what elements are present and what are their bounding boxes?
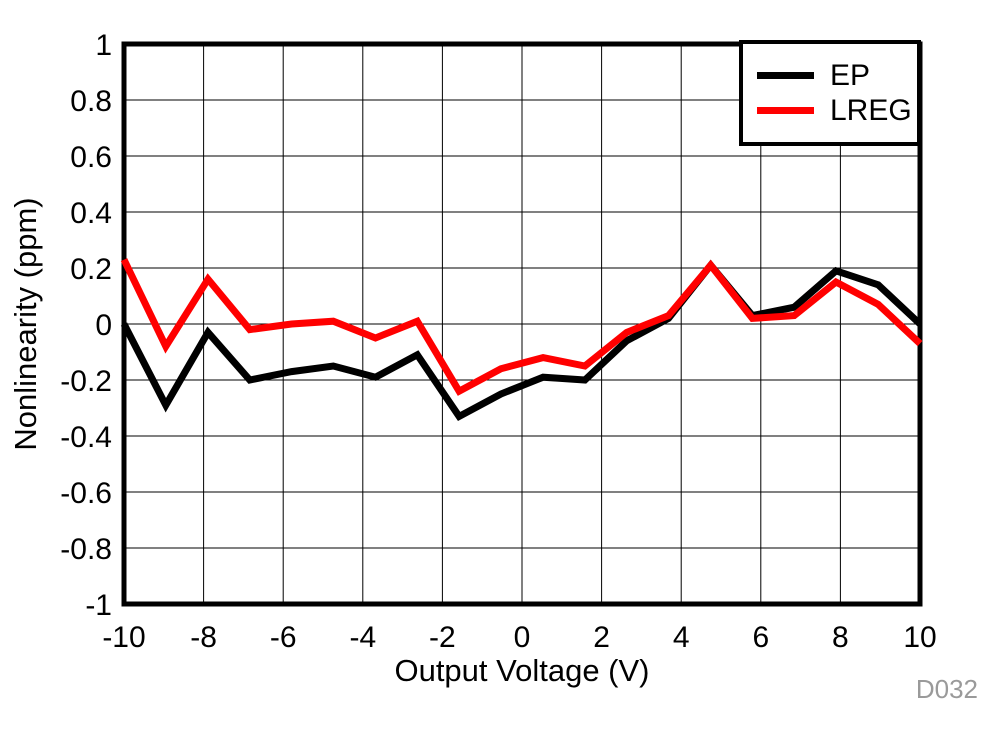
y-tick-label: -0.4 — [60, 421, 112, 454]
series-line-ep — [120, 259, 923, 421]
x-tick-label: 8 — [832, 621, 849, 654]
y-tick-label: 0.6 — [70, 141, 112, 174]
series-line-lreg — [120, 258, 923, 396]
y-tick-label: -1 — [85, 589, 112, 622]
y-tick-label: 0.2 — [70, 253, 112, 286]
x-tick-label: -6 — [270, 621, 297, 654]
x-tick-label: 2 — [593, 621, 610, 654]
legend-item-lreg: LREG — [757, 93, 917, 127]
legend-label-ep: EP — [830, 58, 871, 92]
tick-labels-group: -10 -8 -6 -4 -2 0 2 4 6 8 10 1 0.8 0.6 0.4 0.2 0 -0.2 -0.4… — [60, 29, 936, 654]
x-tick-label: 10 — [903, 621, 936, 654]
y-tick-label: 0.8 — [70, 85, 112, 118]
legend-item-ep: EP — [757, 58, 917, 92]
y-tick-label: 0.4 — [70, 197, 112, 230]
lreg-line-swatch-icon — [757, 107, 814, 114]
x-tick-label: -8 — [190, 621, 217, 654]
gridlines-group — [124, 44, 920, 604]
x-tick-label: -2 — [429, 621, 456, 654]
y-tick-label: -0.2 — [60, 365, 112, 398]
y-tick-label: 0 — [95, 309, 112, 342]
plot-id-watermark: D032 — [915, 674, 978, 704]
x-tick-label: 0 — [514, 621, 531, 654]
x-tick-label: -4 — [349, 621, 376, 654]
y-tick-label: 1 — [95, 29, 112, 62]
y-tick-label: -0.8 — [60, 533, 112, 566]
x-tick-label: 6 — [752, 621, 769, 654]
y-axis-title: Nonlinearity (ppm) — [8, 197, 43, 450]
x-tick-label: 4 — [673, 621, 690, 654]
y-tick-label: -0.6 — [60, 477, 112, 510]
legend: EP LREG — [739, 40, 921, 146]
series-lines-group — [120, 258, 923, 421]
x-tick-label: -10 — [102, 621, 145, 654]
ep-line-swatch-icon — [757, 72, 814, 79]
legend-label-lreg: LREG — [830, 93, 912, 127]
x-axis-title: Output Voltage (V) — [394, 653, 649, 688]
